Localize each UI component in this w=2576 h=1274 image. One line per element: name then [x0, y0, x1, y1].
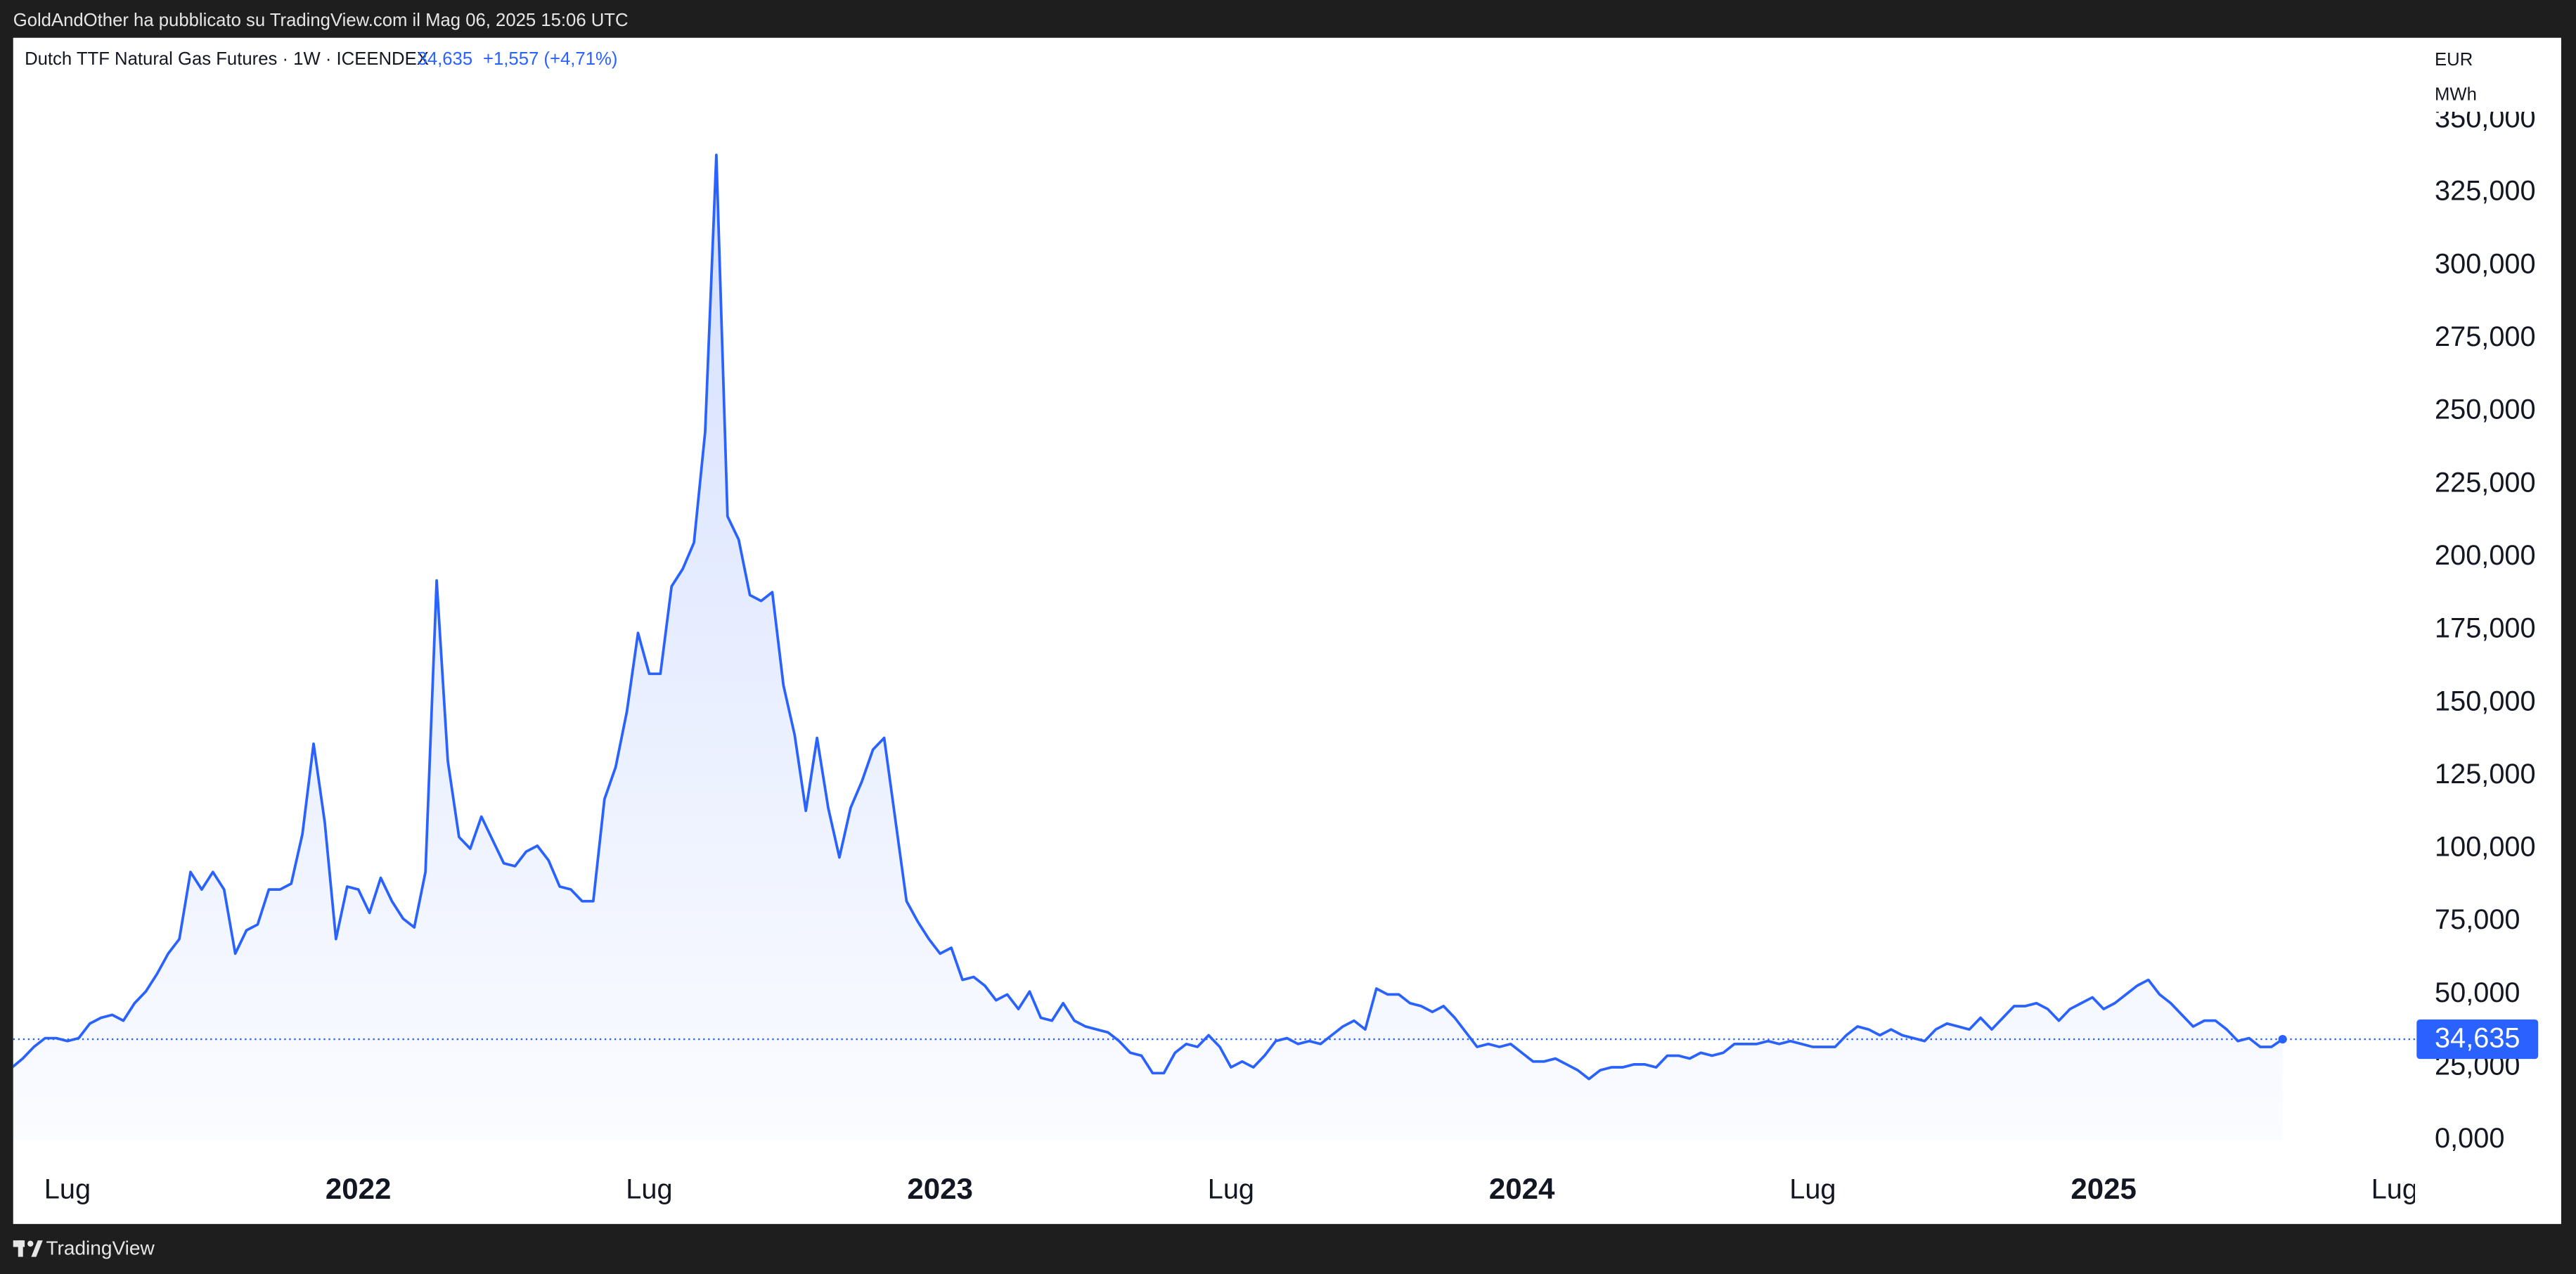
- price-line: [13, 153, 2284, 1081]
- symbol: Dutch TTF Natural Gas Futures · 1W · ICE…: [25, 49, 429, 69]
- y-tick-label: 200,000: [2435, 540, 2536, 571]
- unit-box: [2421, 41, 2561, 112]
- x-tick-label: 2025: [2071, 1172, 2137, 1205]
- y-tick-label: 300,000: [2435, 248, 2536, 279]
- logo-part: [18, 1240, 23, 1257]
- price-change: +1,557 (+4,71%): [483, 49, 617, 69]
- x-tick-label: Lug: [626, 1174, 672, 1205]
- y-tick-label: 325,000: [2435, 176, 2536, 207]
- logo-part: [31, 1240, 43, 1257]
- x-tick-label: 2023: [907, 1172, 973, 1205]
- price-axis: 0,00025,00050,00075,000100,000125,000150…: [2416, 103, 2539, 1154]
- x-tick-label: 2024: [1489, 1172, 1555, 1205]
- x-tick-label: Lug: [1789, 1174, 1836, 1205]
- unit: MWh: [2435, 84, 2477, 104]
- y-tick-label: 275,000: [2435, 321, 2536, 352]
- y-tick-label: 150,000: [2435, 686, 2536, 716]
- last-price-box: [2416, 1019, 2539, 1060]
- y-tick-label: 125,000: [2435, 759, 2536, 790]
- x-tick-label: Lug: [44, 1174, 91, 1205]
- plot-area: Lug 2022 Lug 2023 Lug 2024 Lug 2025 Lug: [13, 153, 2418, 1205]
- y-tick-label: 175,000: [2435, 613, 2536, 644]
- y-tick-label: 50,000: [2435, 977, 2520, 1008]
- tradingview-logo: [13, 1240, 43, 1257]
- currency: EUR: [2435, 50, 2473, 70]
- y-tick-label: 75,000: [2435, 904, 2520, 935]
- footer-brand: TradingView: [46, 1237, 155, 1259]
- area-fill: [13, 155, 2283, 1140]
- published-by: GoldAndOther ha pubblicato su TradingVie…: [13, 11, 629, 30]
- logo-part: [27, 1240, 34, 1247]
- x-tick-label: 2022: [326, 1172, 392, 1205]
- last-point: [2278, 1035, 2287, 1044]
- y-tick-label: 0,000: [2435, 1123, 2504, 1154]
- y-tick-label: 100,000: [2435, 832, 2536, 863]
- x-tick-label: Lug: [2371, 1174, 2418, 1205]
- last-price-label: 34,635: [2435, 1023, 2520, 1054]
- y-tick-label: 225,000: [2435, 467, 2536, 498]
- x-tick-label: Lug: [1208, 1174, 1254, 1205]
- y-tick-label: 250,000: [2435, 394, 2536, 425]
- last-price: 34,635: [418, 49, 473, 69]
